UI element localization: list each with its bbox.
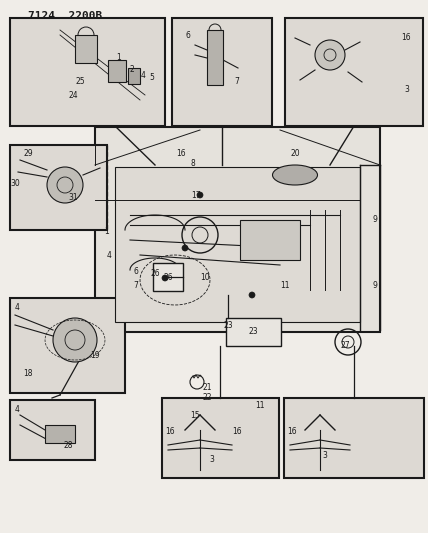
Text: 18: 18 <box>23 368 33 377</box>
Text: 11: 11 <box>280 280 290 289</box>
Bar <box>207 30 223 85</box>
Circle shape <box>315 40 345 70</box>
Text: 1: 1 <box>116 52 122 61</box>
Bar <box>10 18 165 126</box>
Bar <box>284 398 424 478</box>
Text: 10: 10 <box>200 273 210 282</box>
Text: 1: 1 <box>104 227 110 236</box>
Text: 26: 26 <box>150 269 160 278</box>
Text: 27: 27 <box>340 341 350 350</box>
Bar <box>240 220 300 260</box>
Bar <box>108 60 126 82</box>
Text: 25: 25 <box>75 77 85 86</box>
Text: 19: 19 <box>90 351 100 359</box>
Bar <box>115 167 360 322</box>
Circle shape <box>182 245 188 251</box>
Text: 21: 21 <box>202 383 212 392</box>
Bar <box>95 127 380 332</box>
Bar <box>172 18 272 126</box>
Text: 29: 29 <box>23 149 33 157</box>
Text: 4: 4 <box>140 70 146 79</box>
Text: 30: 30 <box>10 179 20 188</box>
Ellipse shape <box>273 165 318 185</box>
Circle shape <box>162 275 168 281</box>
Bar <box>10 298 125 393</box>
Text: 8: 8 <box>190 158 195 167</box>
Text: 7: 7 <box>134 280 138 289</box>
Text: 26: 26 <box>163 272 173 281</box>
Text: 5: 5 <box>149 72 155 82</box>
Text: 15: 15 <box>190 410 200 419</box>
Bar <box>10 145 107 230</box>
Text: 6: 6 <box>134 266 138 276</box>
Text: 4: 4 <box>107 252 111 261</box>
Text: 17: 17 <box>191 190 201 199</box>
Text: 16: 16 <box>165 427 175 437</box>
Text: 6: 6 <box>186 30 190 39</box>
Text: 16: 16 <box>287 427 297 437</box>
Text: 3: 3 <box>323 450 327 459</box>
Text: 16: 16 <box>401 33 411 42</box>
Text: 3: 3 <box>210 456 214 464</box>
Text: 23: 23 <box>223 320 233 329</box>
Text: 4: 4 <box>15 303 19 311</box>
Text: 20: 20 <box>290 149 300 157</box>
Text: 16: 16 <box>232 427 242 437</box>
Text: 28: 28 <box>63 440 73 449</box>
Circle shape <box>53 318 97 362</box>
Text: 9: 9 <box>372 215 377 224</box>
Text: 9: 9 <box>372 280 377 289</box>
Bar <box>285 18 423 126</box>
Circle shape <box>197 192 203 198</box>
Bar <box>10 400 95 460</box>
Bar <box>162 398 279 478</box>
Text: 7124  2200B: 7124 2200B <box>28 11 102 21</box>
Bar <box>75 35 97 63</box>
Text: 22: 22 <box>202 392 212 401</box>
Circle shape <box>47 167 83 203</box>
Text: 16: 16 <box>176 149 186 157</box>
Text: 4: 4 <box>15 405 19 414</box>
Bar <box>45 425 75 443</box>
Text: 23: 23 <box>248 327 258 336</box>
Circle shape <box>249 292 255 298</box>
Text: 7: 7 <box>235 77 239 86</box>
Bar <box>226 318 281 346</box>
Bar <box>128 68 140 84</box>
Text: 2: 2 <box>130 66 134 75</box>
Text: 3: 3 <box>404 85 410 94</box>
Text: 31: 31 <box>68 192 78 201</box>
Text: 11: 11 <box>255 400 265 409</box>
Text: 24: 24 <box>68 91 78 100</box>
Bar <box>153 263 183 291</box>
